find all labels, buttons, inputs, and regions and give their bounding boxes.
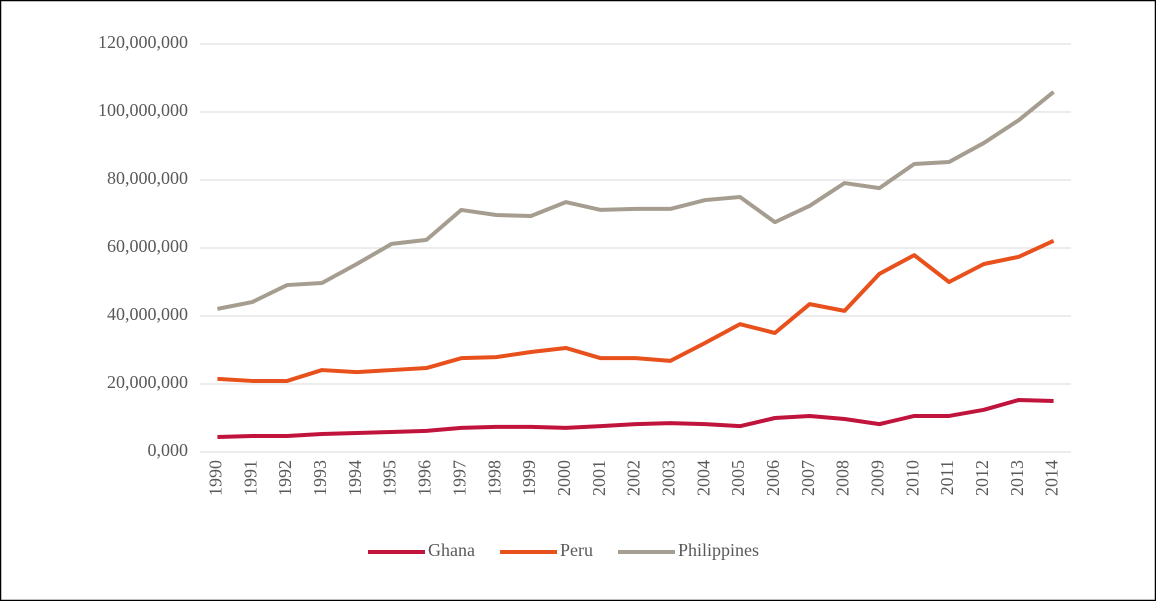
x-tick-label: 2013 [1007, 460, 1027, 496]
x-tick-label: 1990 [206, 460, 226, 496]
x-tick-label: 1994 [345, 460, 365, 496]
legend-label: Ghana [428, 540, 475, 560]
x-tick-label: 1996 [415, 460, 435, 496]
x-tick-label: 1998 [484, 460, 504, 496]
y-tick-label: 20,000,000 [107, 372, 188, 392]
x-tick-label: 2006 [763, 460, 783, 496]
series-line [217, 397, 1054, 440]
series-line [217, 90, 1055, 311]
x-tick-label: 2007 [798, 460, 818, 496]
y-tick-label: 100,000,000 [98, 100, 188, 120]
x-tick-label: 2002 [624, 460, 644, 496]
x-tick-label: 1991 [240, 460, 260, 496]
y-tick-label: 40,000,000 [107, 304, 188, 324]
y-tick-label: 120,000,000 [98, 32, 188, 52]
x-tick-label: 2004 [693, 460, 713, 496]
x-tick-label: 2005 [728, 460, 748, 496]
legend-label: Peru [560, 540, 593, 560]
x-tick-label: 2000 [554, 460, 574, 496]
x-tick-label: 1997 [449, 460, 469, 496]
x-tick-label: 1995 [380, 460, 400, 496]
y-tick-label: 60,000,000 [107, 236, 188, 256]
legend-label: Philippines [678, 540, 759, 560]
x-tick-label: 1993 [310, 460, 330, 496]
x-tick-label: 1992 [275, 460, 295, 496]
series-line [217, 239, 1055, 383]
x-tick-label: 2011 [937, 460, 957, 495]
x-tick-label: 2010 [902, 460, 922, 496]
x-tick-label: 2008 [833, 460, 853, 496]
x-tick-label: 2014 [1042, 460, 1062, 496]
y-tick-label: 0,000 [148, 440, 189, 460]
x-tick-label: 1999 [519, 460, 539, 496]
x-tick-label: 2012 [972, 460, 992, 496]
x-tick-label: 2001 [589, 460, 609, 496]
x-tick-label: 2009 [868, 460, 888, 496]
y-tick-label: 80,000,000 [107, 168, 188, 188]
x-tick-label: 2003 [658, 460, 678, 496]
